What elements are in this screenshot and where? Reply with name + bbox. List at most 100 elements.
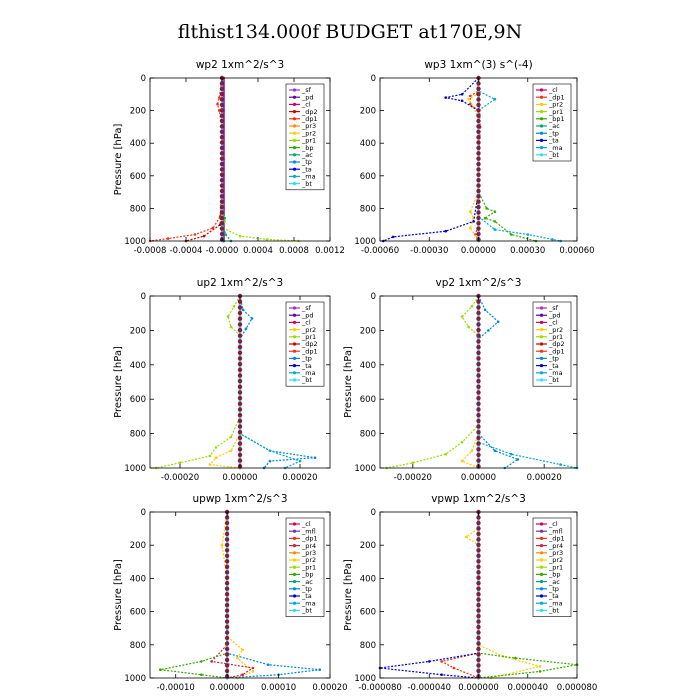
zero-marker-vpwp-759	[476, 635, 481, 641]
data-point-wp3-pr2-6	[469, 210, 472, 213]
legend-marker-vpwp-9	[539, 587, 544, 591]
legend-marker-wp3-4	[539, 117, 544, 121]
zero-marker-wp3-363	[476, 135, 481, 140]
legend-label-vp2-8: _ta	[548, 362, 559, 370]
legend-label-up2-1: _pd	[301, 311, 314, 319]
x-tick-label-vp2-2: 0.00020	[527, 473, 562, 483]
legend-marker-vpwp-12	[539, 608, 544, 613]
series-line-upwp-bp	[160, 512, 228, 679]
legend-label-upwp-3: _pr4	[301, 542, 316, 550]
legend-marker-upwp-11	[292, 601, 297, 605]
y-tick-label-up2-4: 800	[130, 430, 146, 440]
zero-marker-vp2-429	[476, 367, 481, 372]
x-tick-label-up2-2: 0.00020	[282, 473, 317, 483]
zero-marker-upwp-99	[224, 526, 230, 531]
legend-label-wp2-4: _dp1	[301, 115, 318, 123]
zero-marker-vpwp-429	[476, 581, 481, 586]
data-point-wp3-ta-6	[472, 220, 475, 223]
data-point-upwp-pr2-5	[236, 656, 239, 660]
legend-label-up2-4: _pr1	[301, 333, 316, 341]
data-point-up2-pr2-4	[208, 463, 212, 466]
legend-label-upwp-4: _pr3	[301, 549, 316, 557]
zero-marker-up2-759	[237, 424, 243, 429]
zero-marker-vp2-858	[476, 441, 481, 446]
data-point-wp3-bp-3	[493, 210, 497, 213]
zero-marker-up2-891	[237, 447, 243, 452]
legend-label-wp3-5: _ac	[548, 122, 560, 130]
zero-marker-up2-33	[237, 299, 243, 304]
panel-vpwp: vpwp 1xm^2/s^3 Pressure [hPa] 0 200 400 600 80…	[343, 493, 597, 693]
legend-vpwp: _cl_mfl_dp1_pr4_pr3_pr2_pr1_bp_ac_tp_ta_…	[532, 517, 572, 617]
zero-marker-wp2-363	[219, 135, 225, 140]
zero-marker-wp2-165	[219, 102, 225, 108]
plot-frame-upwp	[149, 511, 331, 679]
zero-marker-upwp-957	[224, 668, 230, 674]
zero-marker-wp2-759	[219, 199, 225, 204]
legend-label-upwp-6: _pr1	[301, 563, 316, 571]
zero-marker-up2-165	[237, 322, 243, 327]
data-point-vp2-pr1-7	[444, 452, 448, 456]
zero-marker-vp2-99	[476, 310, 481, 316]
zero-marker-upwp-627	[224, 613, 230, 619]
legend-marker-vp2-5	[539, 342, 544, 346]
zero-marker-vp2-825	[476, 435, 481, 441]
zero-marker-wp2-858	[219, 215, 225, 221]
data-point-up2-pr1-6	[229, 435, 233, 439]
zero-marker-vpwp-165	[476, 537, 481, 542]
zero-marker-up2-132	[237, 316, 243, 321]
series-line-vp2-pr1	[386, 295, 480, 469]
panel-title-vp2: vp2 1xm^2/s^3	[436, 277, 522, 289]
zero-marker-wp2-429	[219, 145, 225, 151]
series-line-wp2-dp1	[149, 77, 223, 242]
zero-marker-up2-924	[237, 452, 243, 458]
zero-marker-wp3-66	[476, 86, 481, 92]
legend-marker-up2-8	[292, 364, 297, 368]
zero-marker-wp2-231	[219, 113, 225, 118]
panel-title-upwp: upwp 1xm^2/s^3	[193, 493, 288, 505]
zero-marker-upwp-231	[224, 548, 230, 553]
legend-marker-up2-5	[292, 342, 297, 346]
legend-label-vp2-10: _bt	[548, 376, 559, 384]
x-tick-label-wp3-1: -0.00030	[410, 246, 448, 256]
data-point-up2-pr1-3	[229, 325, 233, 329]
zero-marker-upwp-429	[224, 581, 230, 586]
zero-marker-wp2-924	[219, 226, 225, 231]
plot-frame-wp2	[149, 77, 331, 242]
x-tick-label-upwp-2: 0.00010	[261, 683, 296, 693]
legend-label-vpwp-4: _pr3	[548, 549, 563, 557]
legend-label-upwp-8: _ac	[301, 578, 313, 586]
legend-marker-vpwp-7	[539, 572, 544, 577]
zero-marker-wp3-132	[476, 97, 481, 102]
data-point-wp3-ma-6	[526, 233, 530, 236]
zero-marker-vp2-561	[476, 390, 481, 395]
data-point-vp2-tp-7	[516, 458, 520, 461]
zero-marker-upwp-330	[224, 564, 230, 569]
zero-marker-upwp-132	[224, 531, 230, 537]
legend-label-vp2-6: _dp1	[548, 347, 565, 355]
legend-label-wp2-7: _pr1	[301, 137, 316, 145]
legend-marker-upwp-6	[292, 565, 297, 569]
legend-label-up2-2: _cl	[301, 319, 311, 327]
data-point-wp2-dp1-1	[218, 96, 221, 99]
zero-marker-wp3-726	[476, 194, 481, 199]
zero-marker-upwp-924	[224, 663, 230, 668]
zero-marker-wp2-462	[219, 151, 225, 156]
y-tick-label-vp2-4: 800	[360, 430, 376, 440]
legend-marker-vpwp-3	[539, 544, 544, 548]
zero-marker-wp3-330	[476, 129, 481, 134]
panel-title-wp3: wp3 1xm^(3) s^(-4)	[424, 59, 532, 71]
y-tick-label-upwp-0: 0	[141, 508, 146, 518]
data-point-upwp-dp4-4	[241, 673, 244, 676]
x-tick-label-up2-0: -0.00020	[161, 473, 199, 483]
zero-marker-wp2-561	[219, 167, 225, 172]
legend-label-vpwp-6: _pr1	[548, 563, 563, 571]
y-tick-label-wp2-1: 200	[130, 107, 146, 117]
zero-marker-upwp-396	[224, 575, 230, 580]
y-axis-label-wp2: Pressure [hPa]	[113, 124, 124, 196]
zero-marker-wp3-792	[476, 204, 481, 210]
zero-marker-vpwp-132	[476, 531, 481, 537]
data-point-wp3-ta-2	[444, 96, 448, 99]
legend-label-up2-3: _pr2	[301, 326, 316, 334]
zero-marker-vp2-528	[476, 384, 481, 389]
zero-marker-wp2-66	[219, 86, 225, 92]
